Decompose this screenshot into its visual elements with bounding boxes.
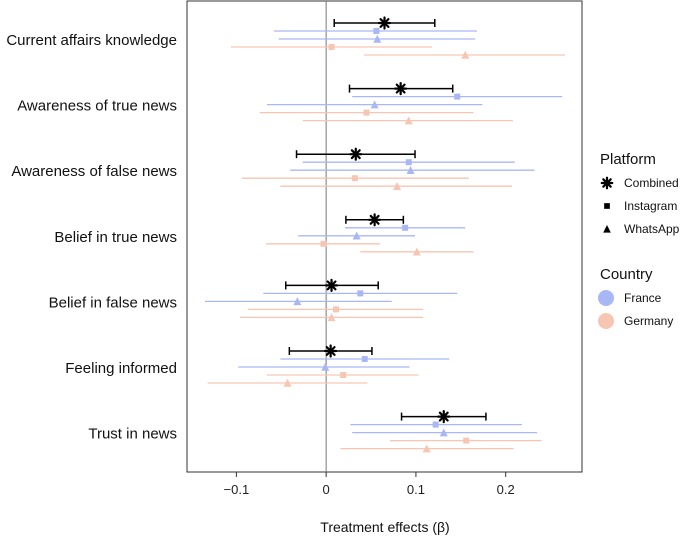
legend-label: Instagram: [624, 199, 677, 213]
plot-frame: [186, 0, 583, 473]
legend-item-germany: Germany: [598, 313, 673, 329]
x-tick-label: 0: [323, 482, 330, 497]
series-combined: [285, 16, 487, 424]
point-estimate-triangle: [461, 50, 470, 59]
asterisk-stroke: [395, 83, 406, 94]
point-estimate-triangle: [404, 116, 413, 125]
point-estimate-square: [340, 372, 347, 378]
point-estimate-triangle: [352, 231, 361, 240]
asterisk-stroke: [369, 214, 380, 225]
point-estimate-square: [320, 240, 327, 247]
category-label: Belief in false news: [49, 294, 177, 311]
point-estimate-asterisk: [324, 278, 339, 292]
legend-item-combined: Combined: [600, 176, 679, 190]
color-swatch-icon: [598, 313, 614, 329]
asterisk-stroke: [438, 411, 449, 422]
point-estimate-asterisk: [324, 344, 338, 358]
triangle-icon: [603, 224, 611, 233]
legend-item-france: France: [598, 290, 662, 306]
x-tick-label: 0.1: [407, 482, 425, 497]
point-estimate-square: [454, 93, 461, 100]
series-france_instagram: [263, 28, 563, 428]
plot-border: [186, 0, 583, 473]
asterisk-stroke: [602, 178, 612, 188]
x-axis: −0.1 0 0.1 0.2: [224, 472, 515, 497]
category-label: Awareness of false news: [11, 163, 177, 180]
x-tick-label: 0.2: [497, 482, 515, 497]
point-estimate-triangle: [412, 247, 421, 256]
square-icon: [604, 203, 610, 209]
legend-label: France: [624, 291, 662, 305]
asterisk-stroke: [350, 149, 361, 160]
legend-country-items: France Germany: [598, 290, 673, 329]
point-estimate-square: [373, 28, 380, 34]
legend: Platform Combined Instagram WhatsApp Count…: [598, 151, 680, 329]
category-label: Belief in true news: [54, 229, 177, 246]
point-estimate-square: [402, 224, 409, 231]
point-estimate-square: [351, 175, 358, 182]
category-labels: Current affairs knowledge Awareness of tr…: [6, 32, 177, 443]
point-estimate-asterisk: [394, 81, 408, 96]
point-estimate-asterisk: [437, 410, 451, 424]
point-estimate-square: [463, 437, 470, 444]
point-estimate-square: [432, 421, 439, 428]
asterisk-stroke: [326, 280, 337, 291]
series-germany_whatsapp: [207, 50, 565, 453]
point-estimate-triangle: [393, 181, 402, 190]
point-estimate-triangle: [370, 100, 379, 109]
point-estimate-square: [363, 109, 370, 116]
point-estimate-triangle: [439, 428, 448, 437]
series-germany_instagram: [230, 44, 542, 444]
legend-item-whatsapp: WhatsApp: [603, 222, 680, 236]
legend-platform-items: Combined Instagram WhatsApp: [600, 176, 680, 236]
color-swatch-icon: [598, 290, 614, 306]
point-estimate-square: [328, 44, 335, 50]
point-estimate-triangle: [373, 34, 382, 43]
legend-item-instagram: Instagram: [604, 199, 677, 213]
point-estimate-triangle: [422, 444, 431, 453]
series-france_whatsapp: [204, 34, 538, 437]
point-estimate-triangle: [327, 313, 336, 322]
point-estimate-triangle: [406, 165, 415, 174]
point-estimate-triangle: [293, 297, 302, 306]
point-estimate-square: [357, 290, 364, 297]
category-label: Current affairs knowledge: [6, 32, 177, 49]
category-label: Awareness of true news: [17, 98, 177, 115]
point-estimate-square: [361, 356, 368, 362]
point-estimate-triangle: [283, 378, 292, 387]
point-estimate-asterisk: [368, 213, 382, 227]
point-estimate-asterisk: [349, 147, 363, 161]
asterisk-icon: [600, 176, 614, 190]
point-estimate-triangle: [321, 362, 330, 371]
point-estimate-asterisk: [377, 16, 392, 30]
series-layer: [204, 16, 565, 453]
category-label: Feeling informed: [65, 360, 177, 377]
legend-label: Combined: [624, 176, 679, 190]
point-estimate-square: [333, 306, 340, 313]
legend-label: WhatsApp: [624, 222, 680, 236]
legend-country-title: Country: [600, 266, 653, 283]
asterisk-stroke: [379, 18, 390, 28]
category-label: Trust in news: [88, 426, 177, 443]
legend-platform-title: Platform: [600, 151, 656, 168]
x-tick-label: −0.1: [224, 482, 250, 497]
point-estimate-square: [405, 159, 412, 166]
legend-label: Germany: [624, 314, 673, 328]
asterisk-stroke: [325, 346, 336, 356]
x-axis-title: Treatment effects (β): [320, 519, 449, 535]
